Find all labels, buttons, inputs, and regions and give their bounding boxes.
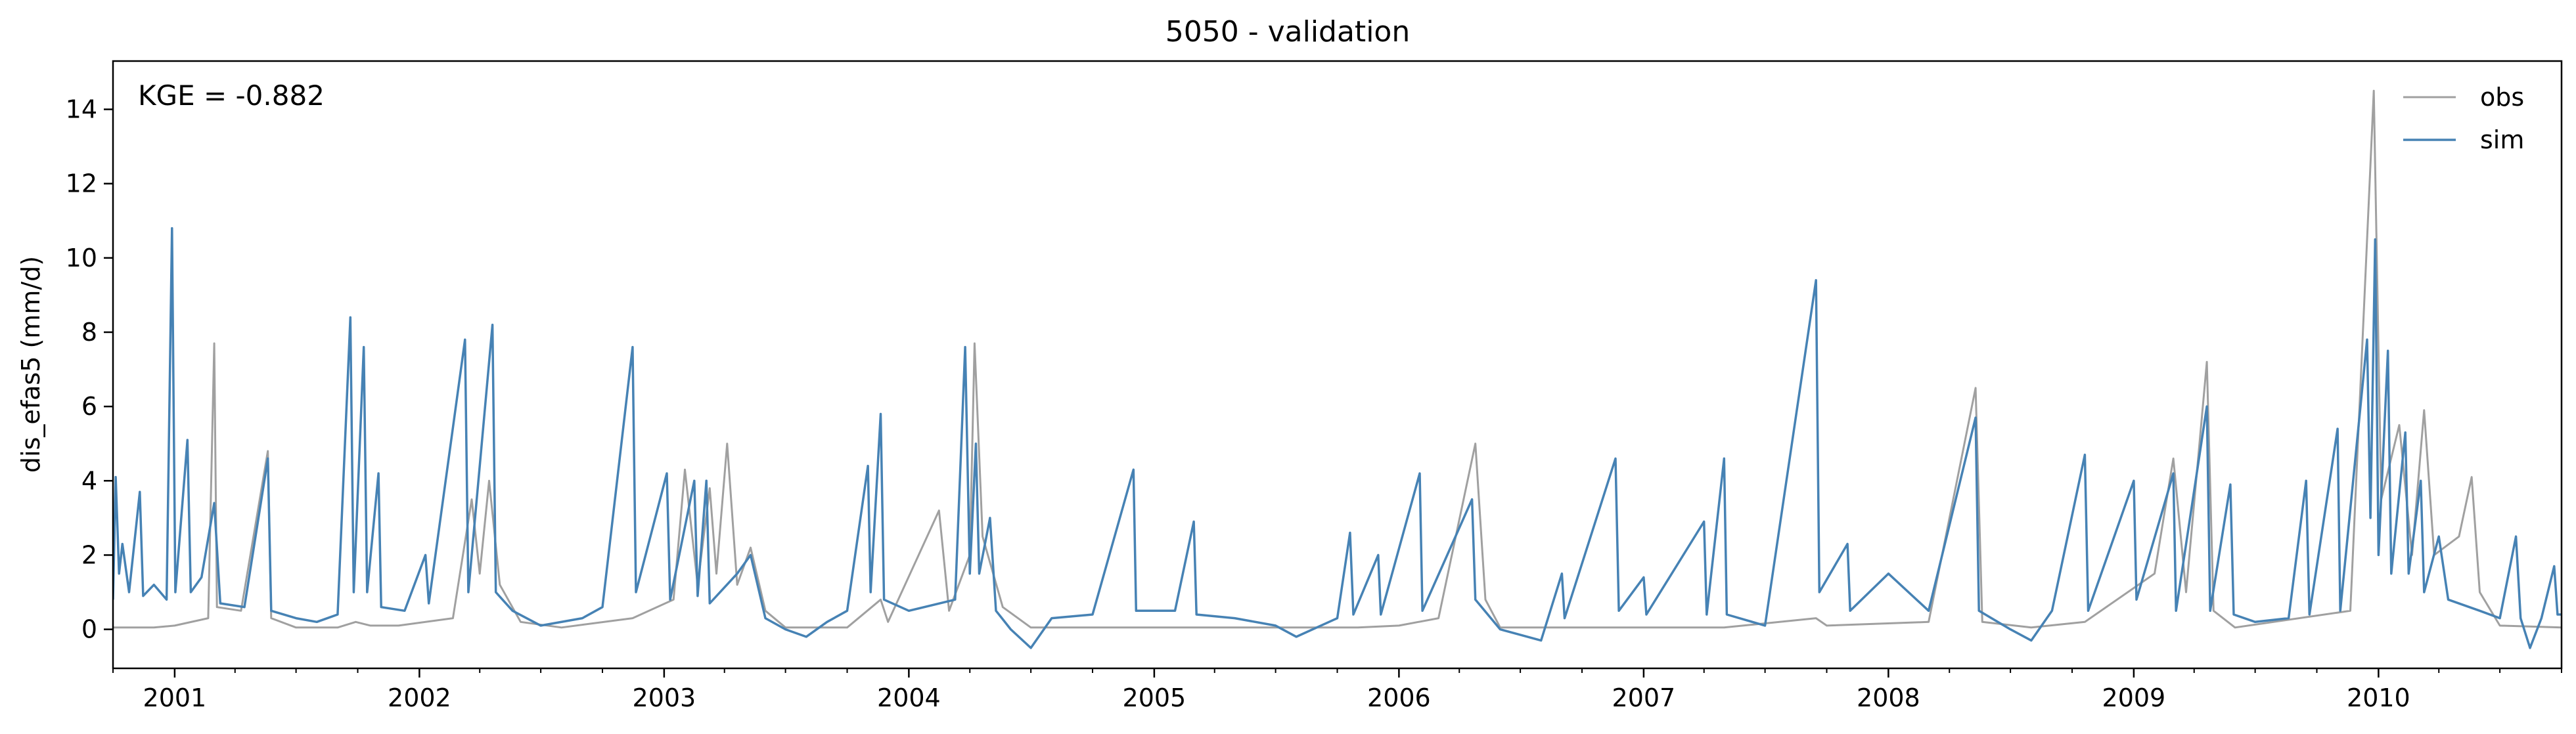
series-line-sim [113, 227, 2562, 649]
plot-frame [112, 60, 2563, 670]
y-tick-label: 2 [81, 540, 97, 569]
legend-label-obs: obs [2480, 83, 2524, 112]
series-line-obs [113, 89, 2562, 629]
y-axis-label: dis_efas5 (mm/d) [16, 256, 45, 473]
y-tick-label: 10 [66, 244, 97, 272]
x-tick-label: 2003 [633, 683, 696, 712]
x-tick-label: 2004 [877, 683, 941, 712]
x-tick-label: 2002 [388, 683, 451, 712]
x-tick-label: 2010 [2347, 683, 2410, 712]
y-tick-label: 8 [81, 318, 97, 347]
series-layer [113, 89, 2562, 649]
x-tick-label: 2007 [1612, 683, 1676, 712]
y-tick-label: 4 [81, 466, 97, 495]
y-axis: 0 2 4 6 8 10 12 14 [66, 95, 113, 644]
x-tick-label: 2008 [1857, 683, 1920, 712]
x-tick-label: 2001 [143, 683, 207, 712]
legend-label-sim: sim [2480, 125, 2524, 154]
kge-annotation: KGE = -0.882 [138, 79, 325, 112]
y-tick-label: 6 [81, 392, 97, 421]
chart-title: 5050 - validation [1165, 15, 1410, 49]
x-tick-label: 2005 [1123, 683, 1186, 712]
x-axis: 2001 2002 2003 2004 2005 2006 2007 2008 2009 2010 [112, 668, 2562, 712]
x-tick-label: 2006 [1367, 683, 1431, 712]
x-tick-label: 2009 [2102, 683, 2166, 712]
y-tick-label: 14 [66, 95, 97, 124]
y-tick-label: 0 [81, 615, 97, 644]
y-tick-label: 12 [66, 169, 97, 198]
legend: obs sim [2403, 83, 2524, 154]
